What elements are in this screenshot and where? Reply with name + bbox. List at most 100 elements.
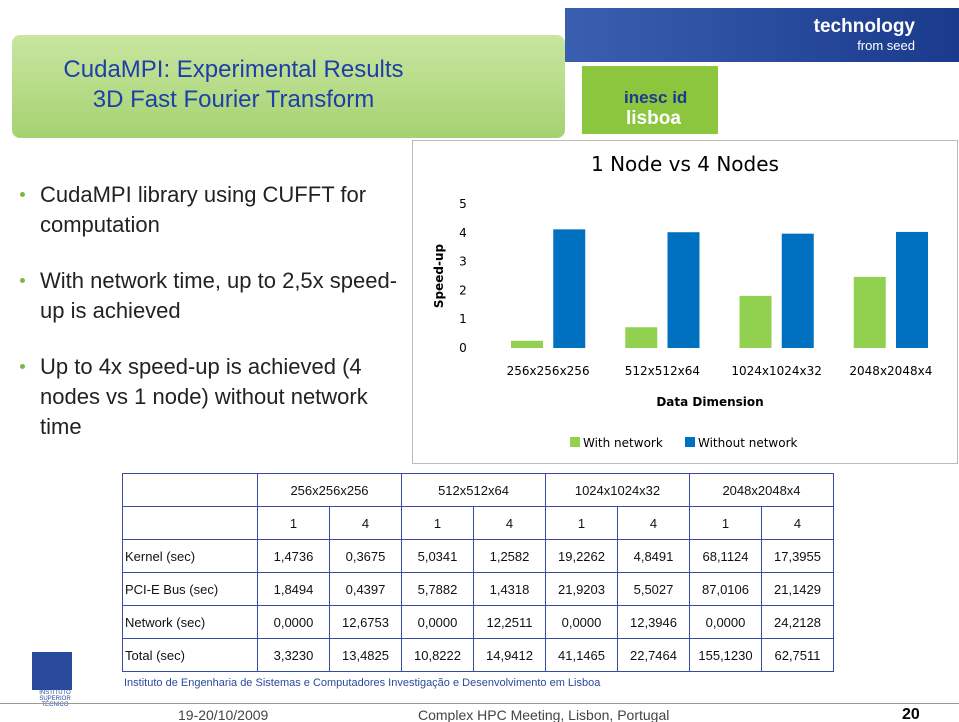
event: Complex HPC Meeting, Lisbon, Portugal — [418, 707, 670, 722]
group-header: 512x512x64 — [401, 473, 546, 507]
table-cell — [122, 473, 258, 507]
x-tick-label: 1024x1024x32 — [731, 364, 822, 378]
table-cell: 1,4318 — [473, 572, 546, 606]
table-cell: 21,1429 — [761, 572, 834, 606]
legend-swatch — [685, 437, 695, 447]
brand-sub: from seed — [857, 38, 915, 53]
bar — [853, 276, 886, 348]
table-cell: 12,2511 — [473, 605, 546, 639]
footer-bar: 19-20/10/2009 Complex HPC Meeting, Lisbo… — [0, 703, 959, 722]
table-cell: 14,9412 — [473, 638, 546, 672]
table-cell: 5,0341 — [401, 539, 474, 573]
bar — [896, 231, 928, 348]
legend-label: With network — [583, 436, 663, 450]
y-tick-label: 1 — [459, 312, 467, 326]
table-cell: 155,1230 — [689, 638, 762, 672]
table-cell: 13,4825 — [329, 638, 402, 672]
y-tick-label: 5 — [459, 197, 467, 211]
y-tick-label: 2 — [459, 283, 467, 297]
table-cell: 0,0000 — [257, 605, 330, 639]
table-cell: PCI-E Bus (sec) — [122, 572, 258, 606]
logo-bottom: lisboa — [626, 108, 681, 129]
table-row: Kernel (sec) 1,4736 0,3675 5,0341 1,2582 19,2… — [122, 539, 834, 573]
table-cell: 0,3675 — [329, 539, 402, 573]
bullet-list: CudaMPI library using CUFFT for computat… — [20, 180, 405, 468]
x-axis-label: Data Dimension — [656, 395, 763, 409]
group-header: 256x256x256 — [257, 473, 402, 507]
date: 19-20/10/2009 — [178, 707, 269, 722]
table-cell: 87,0106 — [689, 572, 762, 606]
brand: technology — [813, 16, 915, 37]
y-tick-label: 3 — [459, 255, 467, 269]
bar — [625, 327, 658, 348]
x-tick-label: 256x256x256 — [507, 364, 590, 378]
table-cell: 62,7511 — [761, 638, 834, 672]
node-header: 4 — [473, 506, 546, 540]
table-row: Network (sec) 0,0000 12,6753 0,0000 12,2511 0… — [122, 605, 834, 639]
bar — [511, 340, 543, 348]
group-header: 1024x1024x32 — [545, 473, 690, 507]
table-cell: Kernel (sec) — [122, 539, 258, 573]
table-cell — [122, 506, 258, 540]
ist-logo — [32, 652, 72, 690]
table-cell: 19,2262 — [545, 539, 618, 573]
node-header: 1 — [401, 506, 474, 540]
bar — [667, 232, 700, 348]
page-number: 20 — [902, 706, 920, 722]
title-line: CudaMPI: Experimental Results — [63, 56, 404, 83]
y-tick-label: 4 — [459, 226, 467, 240]
results-table: 256x256x256 512x512x64 1024x1024x32 2048x20… — [122, 473, 834, 672]
table-cell: 5,7882 — [401, 572, 474, 606]
x-tick-label: 2048x2048x4 — [849, 364, 932, 378]
node-header: 4 — [329, 506, 402, 540]
title-line: 3D Fast Fourier Transform — [92, 86, 375, 113]
bar — [781, 233, 814, 348]
table-cell: 0,0000 — [401, 605, 474, 639]
table-cell: 4,8491 — [617, 539, 690, 573]
chart-title: 1 Node vs 4 Nodes — [591, 152, 779, 176]
table-row: 256x256x256 512x512x64 1024x1024x32 2048x20… — [122, 473, 834, 507]
ist-logo-text: INSTITUTO SUPERIOR TÉCNICO — [39, 690, 71, 708]
group-header: 2048x2048x4 — [689, 473, 834, 507]
table-cell: 12,3946 — [617, 605, 690, 639]
brand-bar: technology from seed — [565, 8, 959, 62]
table-cell: 17,3955 — [761, 539, 834, 573]
logo-top: inesc id — [624, 88, 688, 107]
legend-swatch — [570, 437, 580, 447]
title-banner: CudaMPI: Experimental Results 3D Fast Fo… — [12, 35, 565, 138]
bullet: With network time, up to 2,5x speed-up i… — [20, 266, 405, 326]
y-axis-label: Speed-up — [432, 243, 446, 308]
bar — [739, 295, 772, 348]
table-cell: 5,5027 — [617, 572, 690, 606]
table-cell: 22,7464 — [617, 638, 690, 672]
table-row: PCI-E Bus (sec) 1,8494 0,4397 5,7882 1,4318 2… — [122, 572, 834, 606]
table-cell: 0,0000 — [545, 605, 618, 639]
table-cell: 0,0000 — [689, 605, 762, 639]
bar — [553, 229, 586, 348]
table-cell: 10,8222 — [401, 638, 474, 672]
table-cell: 68,1124 — [689, 539, 762, 573]
table-cell: Total (sec) — [122, 638, 258, 672]
node-header: 4 — [761, 506, 834, 540]
table-cell: Network (sec) — [122, 605, 258, 639]
table-cell: 1,2582 — [473, 539, 546, 573]
table-cell: 24,2128 — [761, 605, 834, 639]
table-cell: 3,3230 — [257, 638, 330, 672]
table-cell: 1,4736 — [257, 539, 330, 573]
node-header: 1 — [545, 506, 618, 540]
x-tick-label: 512x512x64 — [625, 364, 700, 378]
institute: Instituto de Engenharia de Sistemas e Co… — [124, 677, 601, 689]
legend-label: Without network — [698, 436, 797, 450]
table-cell: 12,6753 — [329, 605, 402, 639]
table-row: Total (sec) 3,3230 13,4825 10,8222 14,9412 41… — [122, 638, 834, 672]
node-header: 4 — [617, 506, 690, 540]
node-header: 1 — [689, 506, 762, 540]
logo: inesc id lisboa — [582, 66, 718, 134]
table-cell: 0,4397 — [329, 572, 402, 606]
table-cell: 21,9203 — [545, 572, 618, 606]
table-cell: 41,1465 — [545, 638, 618, 672]
node-header: 1 — [257, 506, 330, 540]
bullet: Up to 4x speed-up is achieved (4 nodes v… — [20, 352, 405, 442]
